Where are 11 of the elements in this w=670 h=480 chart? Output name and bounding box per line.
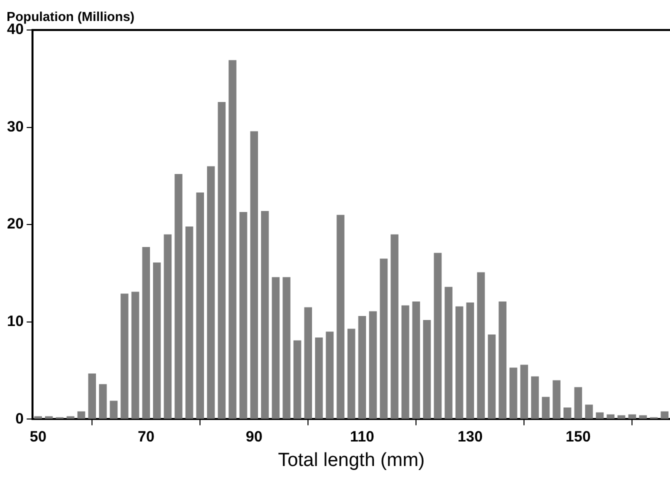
y-tick-label: 20 xyxy=(6,216,24,233)
x-tick-label: 50 xyxy=(30,428,46,446)
y-tick-label: 0 xyxy=(15,410,24,428)
y-tick-label: 10 xyxy=(6,313,24,330)
x-axis-title: Total length (mm) xyxy=(278,450,425,471)
y-tick-label: 30 xyxy=(6,118,24,136)
x-tick-label: 110 xyxy=(350,428,374,446)
x-tick-label: 90 xyxy=(246,428,262,446)
x-tick-label: 70 xyxy=(138,428,154,446)
x-tick-label: 130 xyxy=(458,428,483,446)
x-tick-label: 150 xyxy=(566,428,591,446)
